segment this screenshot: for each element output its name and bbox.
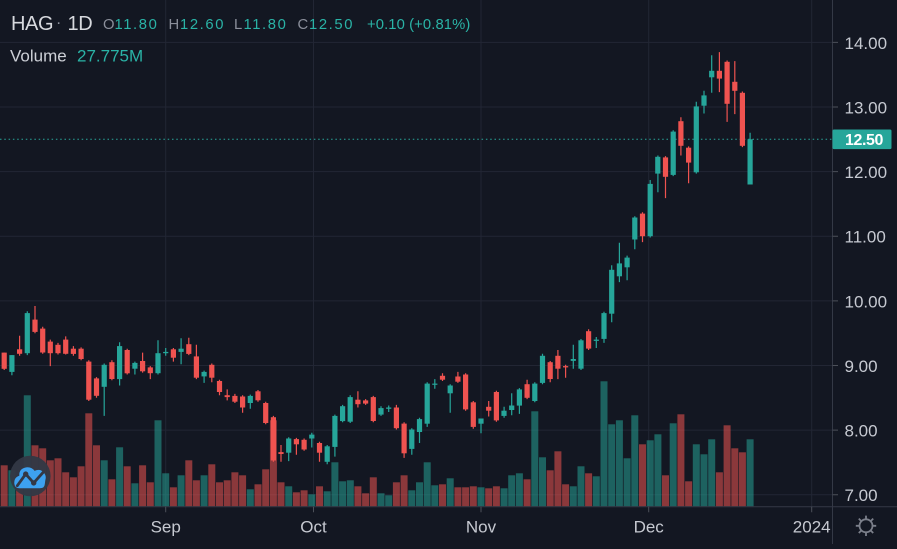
svg-text:8.00: 8.00	[845, 422, 878, 441]
svg-text:Oct: Oct	[300, 518, 327, 537]
svg-text:L: L	[234, 17, 244, 33]
svg-text:Nov: Nov	[466, 518, 497, 537]
svg-text:11.80: 11.80	[244, 17, 288, 33]
svg-text:HAG: HAG	[11, 13, 53, 35]
svg-text:27.775M: 27.775M	[77, 47, 143, 66]
svg-text:·: ·	[56, 15, 61, 32]
svg-text:10.00: 10.00	[845, 292, 888, 311]
svg-text:11.80: 11.80	[115, 17, 159, 33]
svg-text:12.00: 12.00	[845, 163, 888, 182]
svg-text:O: O	[103, 17, 116, 33]
svg-text:+0.10 (+0.81%): +0.10 (+0.81%)	[367, 17, 470, 33]
svg-text:Dec: Dec	[634, 518, 665, 537]
svg-text:9.00: 9.00	[845, 357, 878, 376]
svg-text:11.00: 11.00	[845, 228, 886, 247]
svg-text:7.00: 7.00	[845, 486, 878, 505]
svg-text:12.50: 12.50	[309, 17, 354, 33]
svg-text:14.00: 14.00	[845, 34, 888, 53]
svg-text:Sep: Sep	[151, 518, 181, 537]
svg-text:C: C	[298, 17, 310, 33]
svg-text:H: H	[169, 17, 181, 33]
svg-text:12.60: 12.60	[180, 17, 225, 33]
svg-text:Volume: Volume	[10, 47, 67, 66]
svg-text:12.50: 12.50	[845, 132, 884, 149]
svg-text:1D: 1D	[68, 13, 93, 35]
svg-text:13.00: 13.00	[845, 98, 888, 117]
svg-text:2024: 2024	[793, 518, 831, 537]
